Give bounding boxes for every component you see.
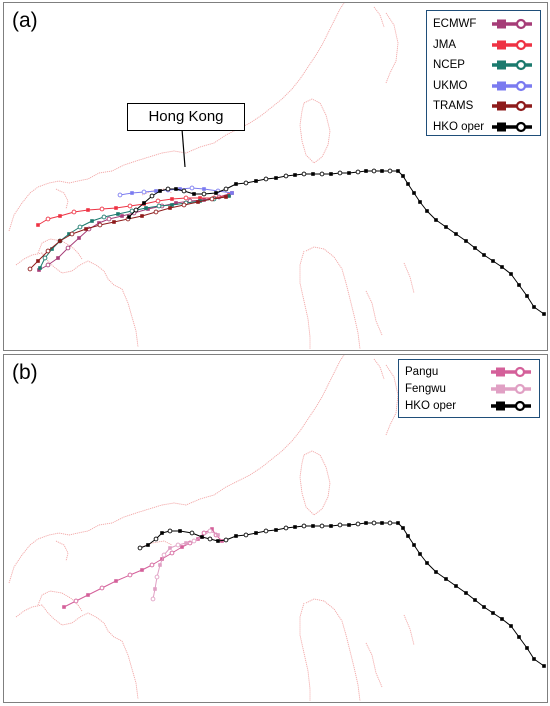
legend-swatch [492, 39, 532, 50]
legend-item-fengwu: Fengwu [405, 380, 533, 397]
legend-item-hko-oper: HKO oper [433, 117, 534, 138]
legend-item-pangu: Pangu [405, 363, 533, 380]
legend-label: UKMO [433, 79, 468, 92]
legend-swatch [492, 60, 532, 71]
forecast-tracks-panel-a: (a) Hong Kong ECMWF JMA NCEP UKMO TRAMS HKO o… [3, 2, 548, 351]
legend-label: HKO oper [405, 399, 457, 412]
legend-label: ECMWF [433, 18, 477, 31]
legend-label: Pangu [405, 365, 439, 378]
map-canvas-b [8, 355, 546, 702]
track-lines-a [27, 168, 546, 316]
legend-item-ukmo: UKMO [433, 76, 534, 97]
legend-item-ncep: NCEP [433, 55, 534, 76]
legend-b: Pangu Fengwu HKO oper [398, 359, 540, 418]
legend-swatch [492, 101, 532, 112]
legend-label: Fengwu [405, 382, 446, 395]
legend-item-trams: TRAMS [433, 96, 534, 117]
legend-item-ecmwf: ECMWF [433, 14, 534, 35]
legend-label: HKO oper [433, 120, 485, 133]
legend-swatch [491, 400, 531, 411]
legend-swatch [491, 383, 531, 394]
panel-label-a: (a) [12, 9, 38, 32]
forecast-tracks-panel-b: (b) Pangu Fengwu HKO oper [3, 354, 548, 703]
coastline-b [8, 355, 415, 702]
legend-a: ECMWF JMA NCEP UKMO TRAMS HKO oper [426, 10, 541, 136]
hong-kong-callout-pointer [181, 128, 186, 168]
map-canvas-a [8, 3, 546, 350]
legend-swatch [491, 366, 531, 377]
hong-kong-callout: Hong Kong [127, 103, 245, 131]
legend-label: NCEP [433, 59, 465, 72]
legend-item-jma: JMA [433, 35, 534, 56]
legend-label: TRAMS [433, 100, 474, 113]
legend-swatch [492, 121, 532, 132]
legend-swatch [492, 19, 532, 30]
legend-label: JMA [433, 38, 456, 51]
coastline-a [8, 3, 415, 350]
legend-item-hko-oper: HKO oper [405, 397, 533, 414]
track-lines-b [62, 520, 546, 668]
panel-label-b: (b) [12, 361, 38, 384]
legend-swatch [492, 80, 532, 91]
